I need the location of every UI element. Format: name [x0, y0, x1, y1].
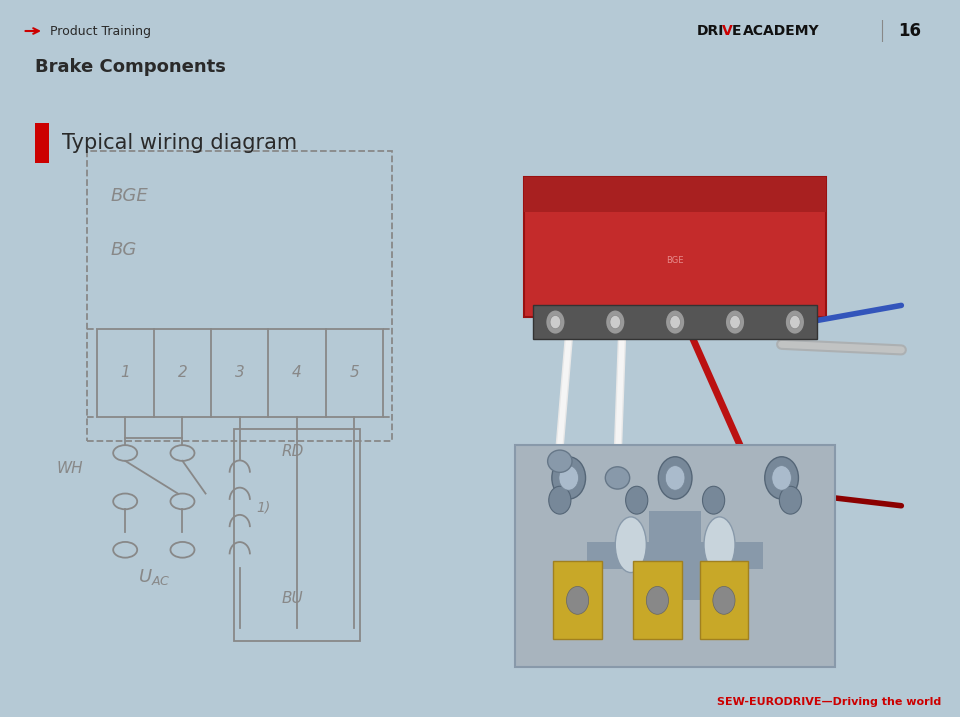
Text: ACADEMY: ACADEMY: [743, 24, 820, 38]
Bar: [35, 123, 49, 163]
Bar: [524, 177, 826, 212]
Circle shape: [713, 587, 735, 614]
Text: DRI: DRI: [697, 24, 725, 38]
Bar: [87, 151, 393, 441]
Circle shape: [703, 486, 725, 514]
Circle shape: [606, 310, 625, 334]
Circle shape: [552, 457, 586, 499]
Circle shape: [566, 587, 588, 614]
Circle shape: [550, 315, 561, 329]
Text: BU: BU: [282, 591, 303, 606]
Circle shape: [646, 587, 668, 614]
Circle shape: [780, 486, 802, 514]
Text: 5: 5: [349, 366, 359, 380]
Text: $U_{AC}$: $U_{AC}$: [137, 567, 170, 587]
Ellipse shape: [547, 450, 572, 473]
Text: Typical wiring diagram: Typical wiring diagram: [62, 133, 298, 153]
Bar: [524, 177, 826, 316]
Bar: [533, 305, 817, 338]
Bar: [553, 561, 602, 640]
Circle shape: [665, 465, 684, 490]
Text: 2: 2: [178, 366, 187, 380]
Bar: [234, 429, 360, 640]
Circle shape: [730, 315, 740, 329]
Text: 16: 16: [899, 22, 922, 40]
FancyArrowPatch shape: [25, 28, 38, 34]
Text: BGE: BGE: [110, 187, 148, 205]
Circle shape: [610, 315, 620, 329]
Bar: [649, 511, 702, 600]
Text: 1): 1): [256, 500, 271, 515]
Circle shape: [785, 310, 804, 334]
Text: Brake Components: Brake Components: [35, 59, 226, 77]
Ellipse shape: [606, 467, 630, 489]
Bar: [516, 445, 835, 668]
Circle shape: [670, 315, 681, 329]
Circle shape: [626, 486, 648, 514]
Text: 3: 3: [235, 366, 245, 380]
Text: SEW-EURODRIVE—Driving the world: SEW-EURODRIVE—Driving the world: [716, 698, 941, 708]
Circle shape: [725, 310, 745, 334]
Text: WH: WH: [56, 460, 83, 475]
Bar: [700, 561, 749, 640]
Text: 1: 1: [120, 366, 130, 380]
Circle shape: [665, 310, 684, 334]
Circle shape: [772, 465, 791, 490]
Text: E: E: [732, 24, 741, 38]
Text: BGE: BGE: [666, 257, 684, 265]
Circle shape: [659, 457, 692, 499]
Bar: [97, 329, 383, 417]
Ellipse shape: [615, 517, 646, 573]
Circle shape: [789, 315, 801, 329]
Text: BG: BG: [110, 242, 136, 260]
Circle shape: [549, 486, 571, 514]
Text: RD: RD: [282, 444, 304, 459]
Ellipse shape: [704, 517, 735, 573]
Bar: [588, 543, 763, 569]
Circle shape: [545, 310, 565, 334]
Text: Product Training: Product Training: [50, 24, 152, 37]
Text: V: V: [722, 24, 732, 38]
Bar: [633, 561, 682, 640]
Text: 4: 4: [292, 366, 302, 380]
Circle shape: [559, 465, 579, 490]
Circle shape: [765, 457, 799, 499]
